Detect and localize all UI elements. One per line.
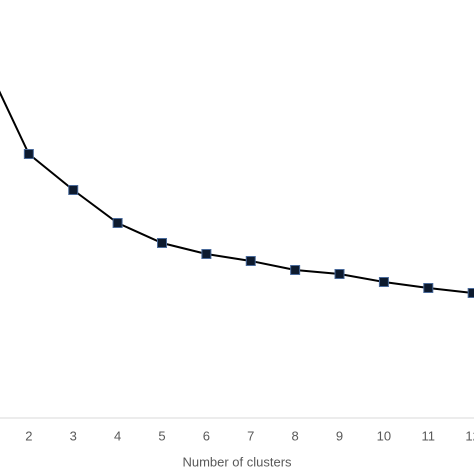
marker [290, 265, 301, 275]
marker [201, 249, 212, 259]
marker [68, 185, 79, 195]
x-axis-title: Number of clusters [182, 454, 292, 469]
marker [378, 277, 389, 287]
x-tick-label: 8 [292, 428, 299, 443]
x-tick-label: 2 [25, 428, 32, 443]
x-tick-label: 7 [247, 428, 254, 443]
marker [467, 288, 474, 298]
x-tick-label: 5 [158, 428, 165, 443]
series-line [0, 90, 473, 294]
marker [334, 269, 345, 279]
marker [112, 218, 123, 228]
x-tick-label: 12 [465, 428, 474, 443]
x-tick-label: 11 [422, 428, 436, 443]
x-tick-label: 3 [70, 428, 77, 443]
x-tick-label: 9 [336, 428, 343, 443]
marker [423, 283, 434, 293]
x-tick-label: 4 [114, 428, 121, 443]
marker [245, 256, 256, 266]
marker [23, 149, 34, 159]
x-tick-label: 6 [203, 428, 210, 443]
x-tick-label: 10 [377, 428, 391, 443]
marker [156, 238, 167, 248]
